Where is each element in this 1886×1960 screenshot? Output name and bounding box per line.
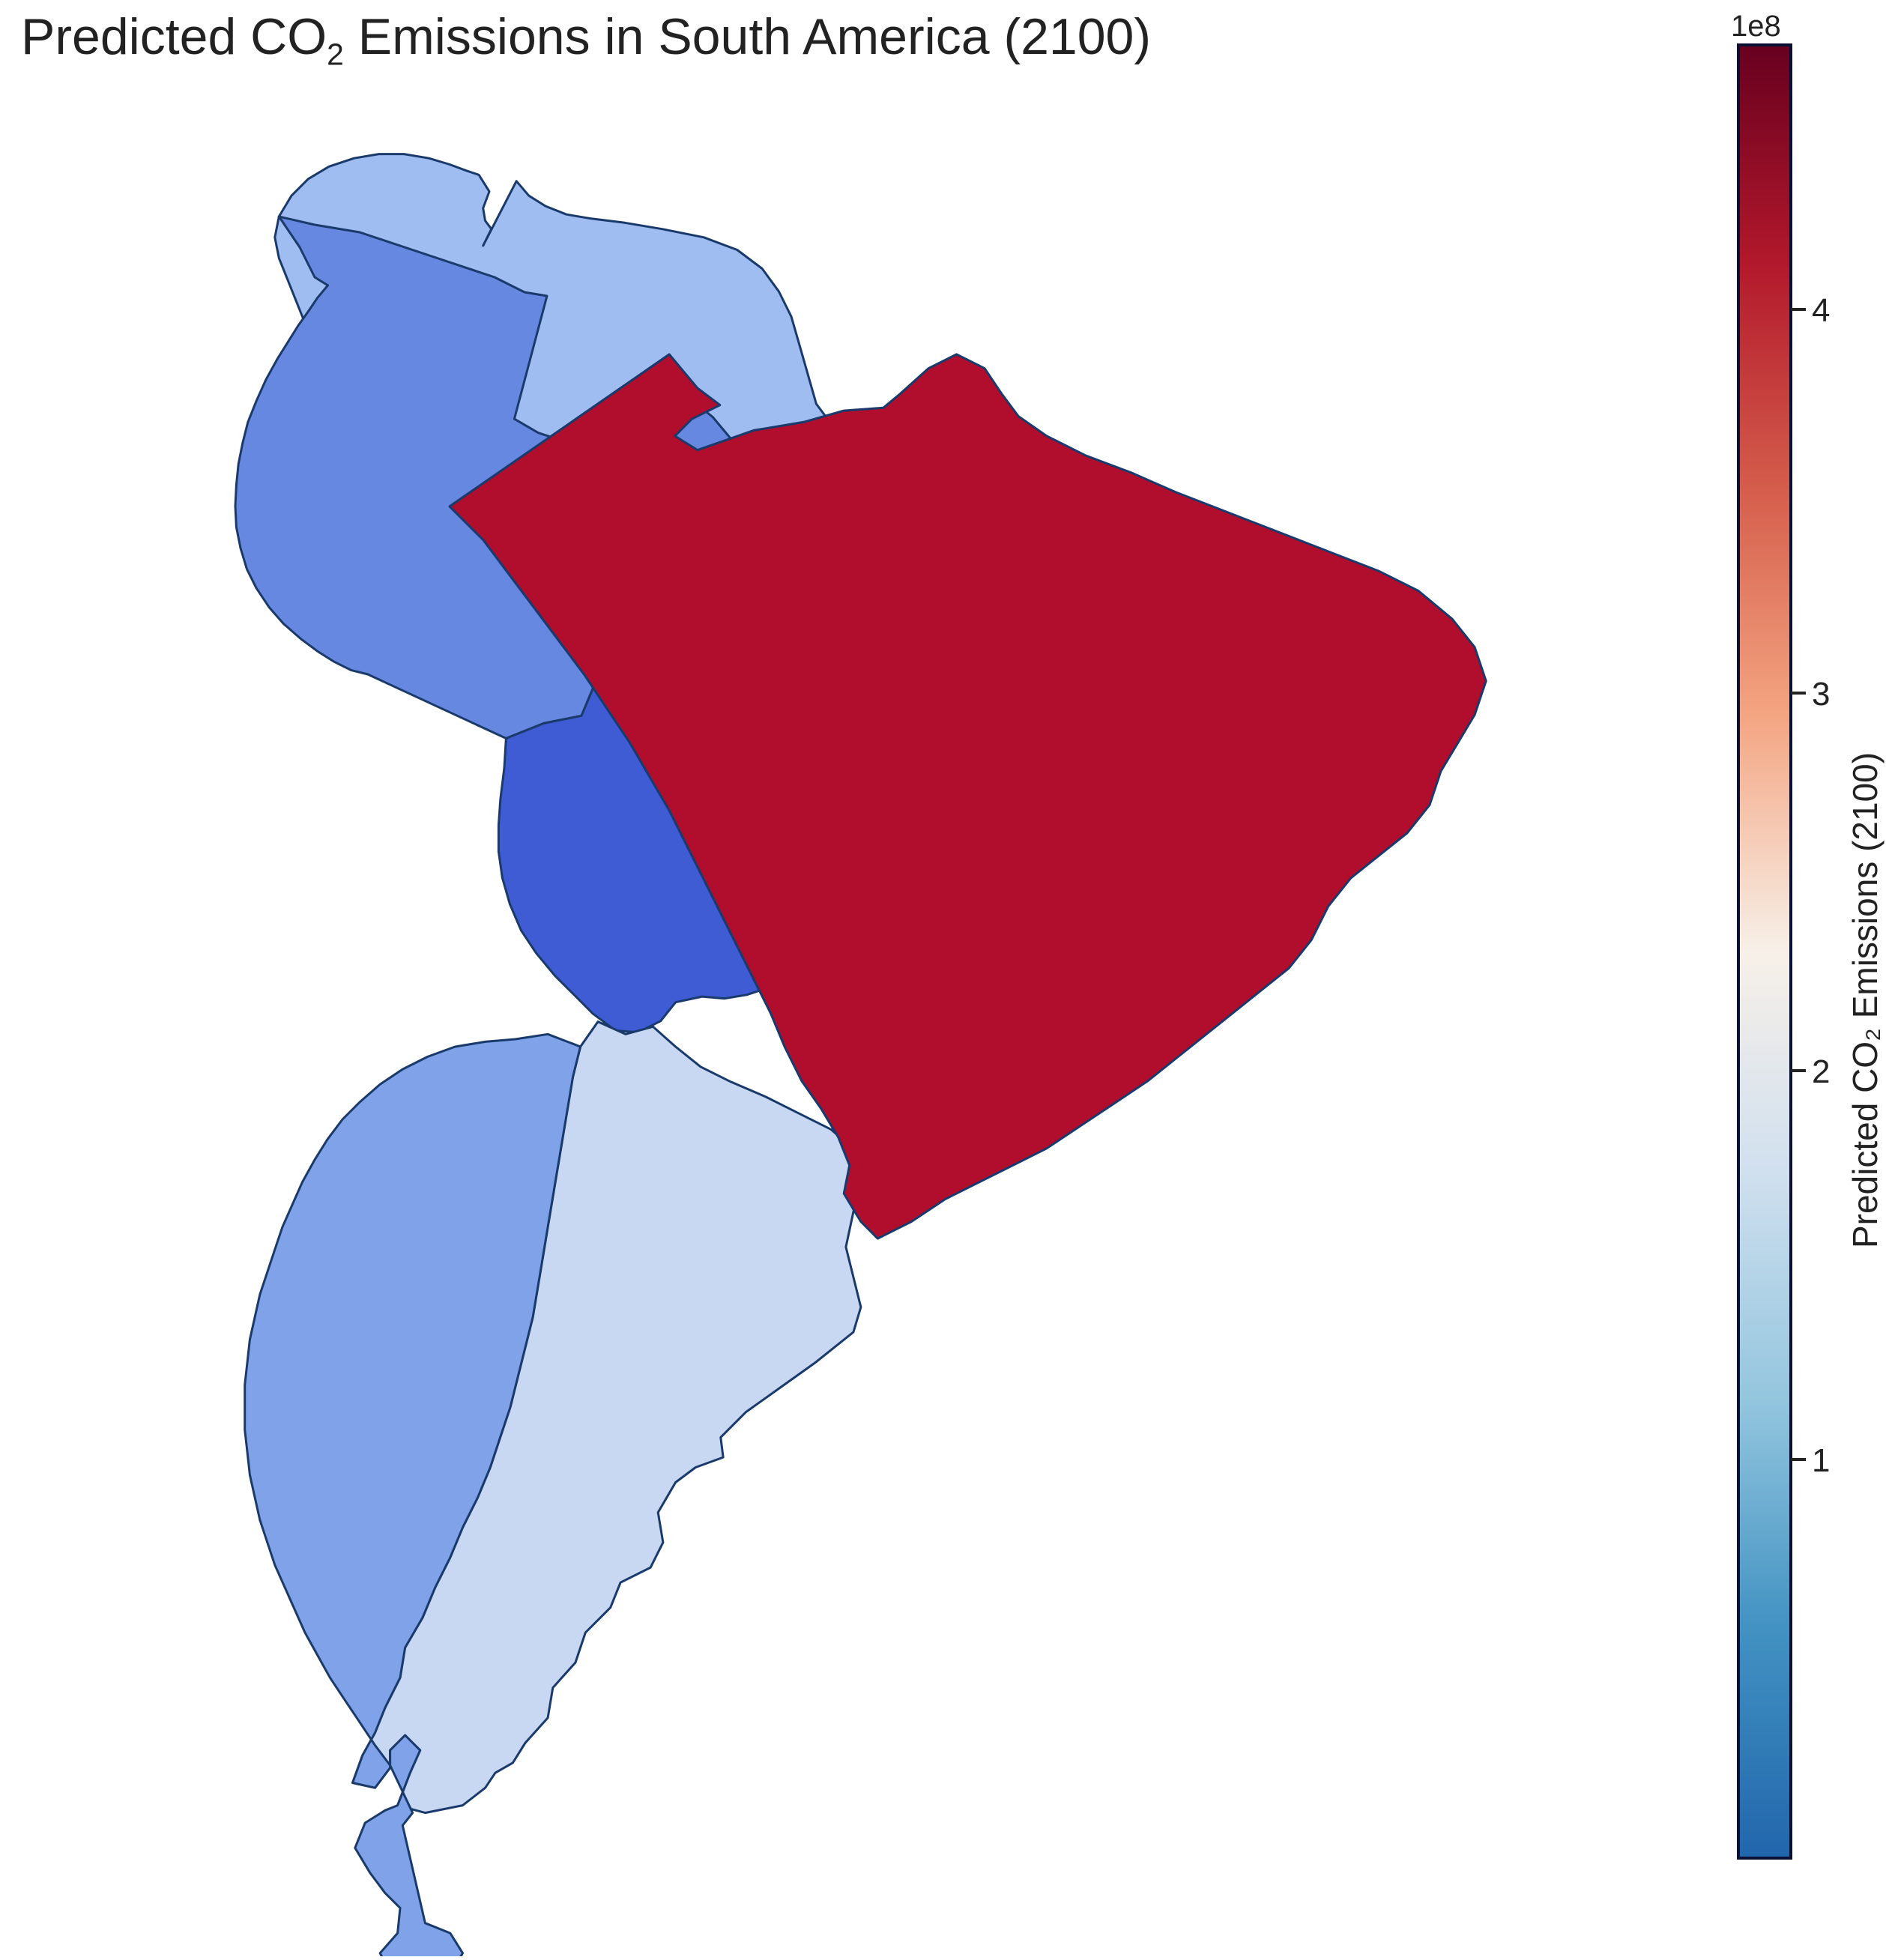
svg-text:2: 2 <box>1812 1053 1830 1090</box>
svg-text:Predicted CO₂ Emissions (2100): Predicted CO₂ Emissions (2100) <box>1846 752 1885 1248</box>
svg-text:4: 4 <box>1812 292 1830 329</box>
svg-text:1: 1 <box>1812 1442 1830 1479</box>
svg-text:3: 3 <box>1812 676 1830 713</box>
svg-text:1e8: 1e8 <box>1731 10 1781 43</box>
